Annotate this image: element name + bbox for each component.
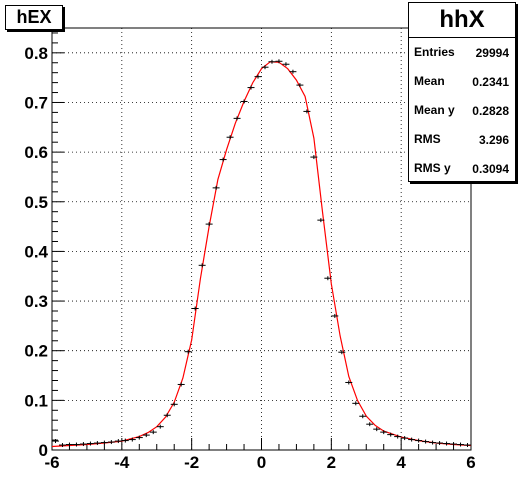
y-tick-label: 0.3 [24, 292, 48, 311]
stats-row-mean: Mean 0.2341 [409, 67, 515, 96]
stats-value: 0.3094 [472, 162, 509, 176]
stats-row-entries: Entries 29994 [409, 38, 515, 67]
stats-row-rms-y: RMS y 0.3094 [409, 154, 515, 183]
stats-value: 0.2828 [472, 104, 509, 118]
histogram-title-box: hEX [5, 5, 63, 30]
y-tick-label: 0.8 [24, 44, 48, 63]
stats-label: RMS [414, 132, 441, 146]
y-tick-label: 0 [39, 441, 48, 460]
x-tick-label: 6 [466, 453, 475, 472]
y-tick-label: 0.4 [24, 242, 48, 261]
x-tick-label: -6 [44, 453, 59, 472]
fit-curve [51, 61, 472, 448]
y-tick-label: 0.5 [24, 193, 48, 212]
y-tick-label: 0.2 [24, 342, 48, 361]
stats-label: RMS y [414, 161, 451, 175]
x-tick-label: 4 [396, 453, 406, 472]
x-tick-label: 2 [327, 453, 336, 472]
x-tick-label: -4 [114, 453, 130, 472]
y-tick-label: 0.6 [24, 143, 48, 162]
plot-frame [51, 27, 472, 451]
data-points-layer [52, 59, 471, 448]
stats-title: hhX [409, 3, 515, 38]
stats-label: Entries [414, 45, 455, 59]
tick-labels: -6 -4 -2 0 2 4 6 0 0.1 0.2 0.3 0.4 0.5 0.6 0.7 0.8 [24, 44, 475, 472]
stats-row-mean-y: Mean y 0.2828 [409, 96, 515, 125]
plot-area-frame [51, 27, 472, 451]
stats-row-rms: RMS 3.296 [409, 125, 515, 154]
stats-label: Mean [414, 74, 445, 88]
stats-label: Mean y [414, 103, 455, 117]
stats-value: 0.2341 [472, 75, 509, 89]
histogram-title: hEX [16, 7, 52, 27]
stats-value: 29994 [475, 46, 509, 60]
y-tick-label: 0.1 [24, 391, 48, 410]
y-tick-label: 0.7 [24, 93, 48, 112]
x-tick-label: 0 [257, 453, 266, 472]
x-tick-label: -2 [184, 453, 199, 472]
fit-curve-layer [51, 61, 472, 448]
stats-box: hhX Entries 29994 Mean 0.2341 Mean y 0.2… [408, 2, 516, 182]
stats-value: 3.296 [478, 133, 509, 147]
